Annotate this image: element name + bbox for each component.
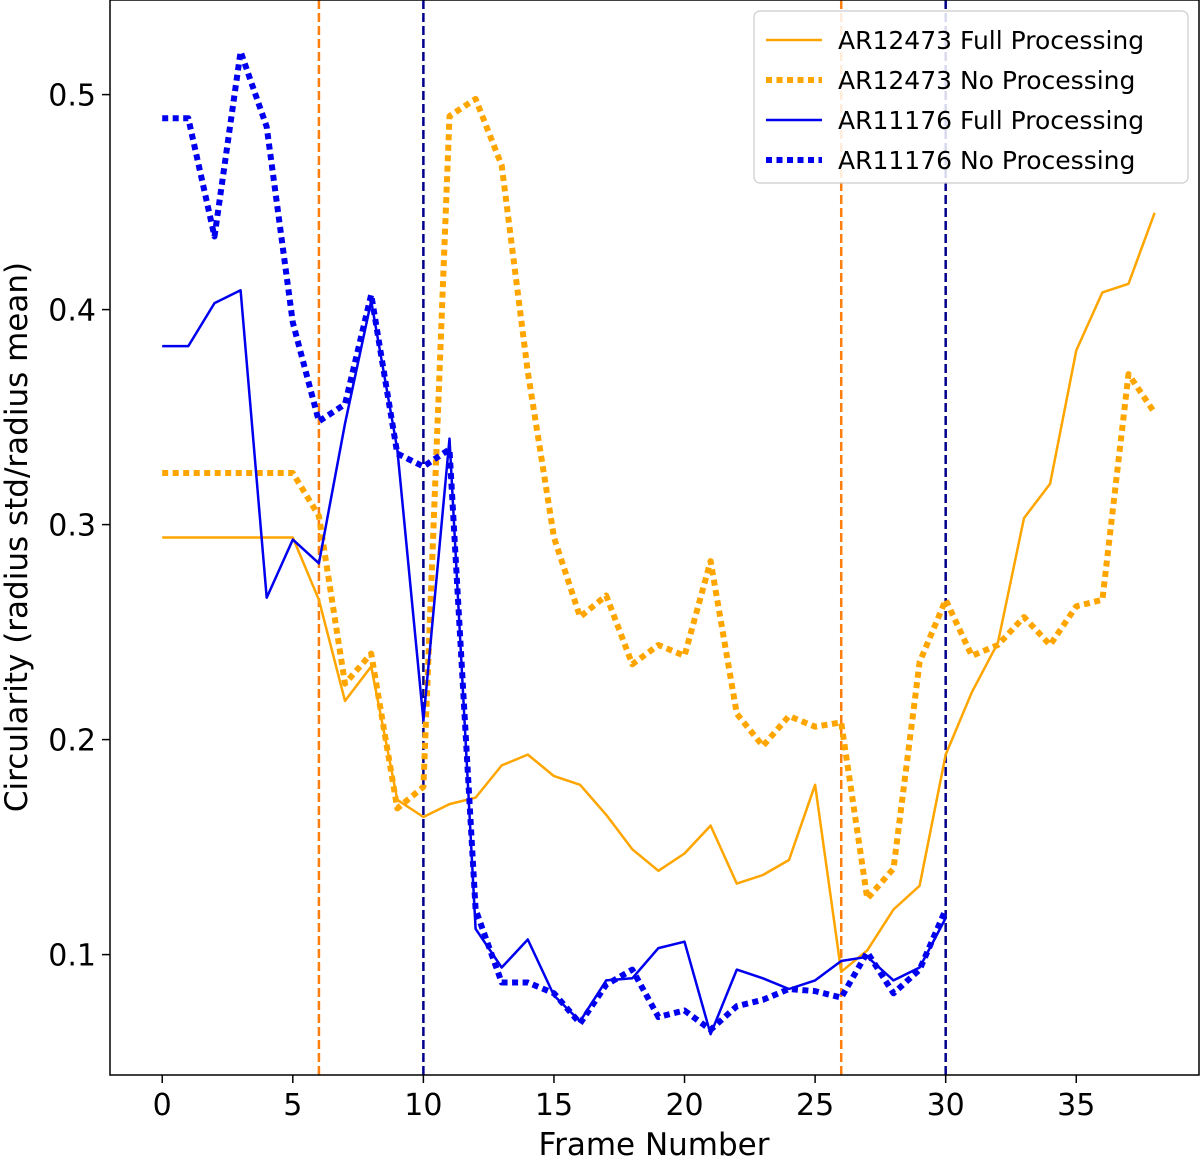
legend-label: AR11176 No Processing bbox=[838, 146, 1135, 175]
x-tick-label: 20 bbox=[665, 1088, 703, 1123]
x-tick-label: 0 bbox=[153, 1088, 172, 1123]
series-ar12473-no-processing bbox=[162, 95, 1158, 902]
y-tick-label: 0.3 bbox=[48, 509, 96, 544]
x-tick-label: 5 bbox=[283, 1088, 302, 1123]
reference-lines bbox=[317, 0, 947, 1075]
y-tick-label: 0.5 bbox=[48, 79, 96, 114]
y-axis-label: Circularity (radius std/radius mean) bbox=[0, 262, 35, 812]
series-ar11176-no-processing bbox=[162, 48, 949, 1033]
x-tick-label: 30 bbox=[927, 1088, 965, 1123]
legend: AR12473 Full Processing AR12473 No Proces… bbox=[753, 10, 1189, 184]
x-tick-label: 35 bbox=[1057, 1088, 1095, 1123]
legend-box bbox=[753, 10, 1189, 184]
y-tick-label: 0.1 bbox=[48, 939, 96, 974]
x-tick-label: 10 bbox=[404, 1088, 442, 1123]
plot-frame bbox=[109, 0, 1200, 1076]
legend-label: AR11176 Full Processing bbox=[838, 106, 1144, 135]
y-tick-label: 0.4 bbox=[48, 294, 96, 329]
series-ar12473-full-processing bbox=[162, 212, 1156, 974]
legend-label: AR12473 Full Processing bbox=[838, 26, 1144, 55]
legend-label: AR12473 No Processing bbox=[838, 66, 1135, 95]
y-tick-label: 0.2 bbox=[48, 724, 96, 759]
x-axis-ticks: 0 5 10 15 20 25 30 35 bbox=[153, 1075, 1095, 1123]
series-ar11176-full-processing bbox=[162, 289, 947, 1036]
x-tick-label: 15 bbox=[535, 1088, 573, 1123]
y-axis-ticks: 0.1 0.2 0.3 0.4 0.5 bbox=[48, 79, 110, 974]
x-axis-label: Frame Number bbox=[539, 1127, 770, 1159]
x-tick-label: 25 bbox=[796, 1088, 834, 1123]
series-lines bbox=[162, 48, 1158, 1036]
